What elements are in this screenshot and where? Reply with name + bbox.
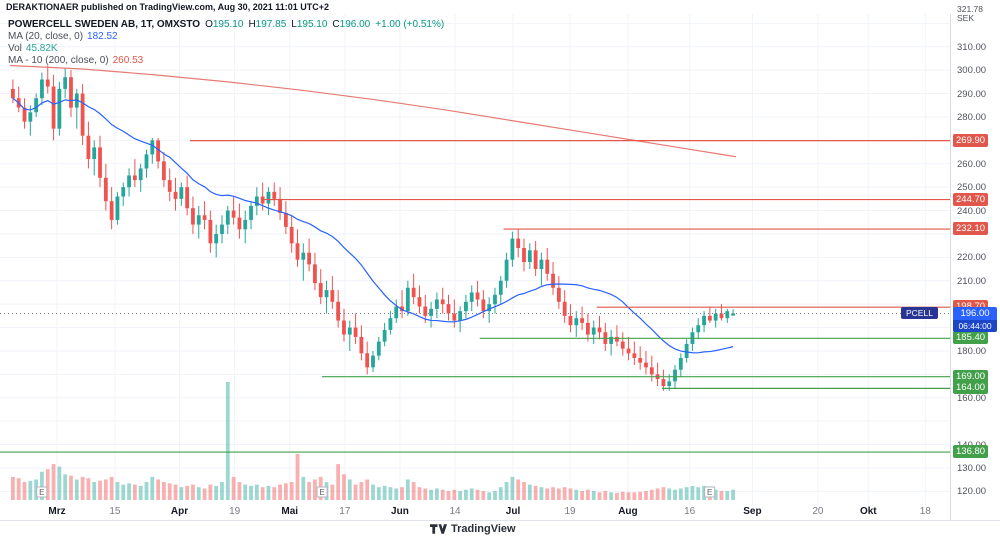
svg-text:E: E [39, 488, 44, 497]
high-label: H [248, 19, 256, 30]
volume-layer [11, 382, 735, 500]
price-tick: 210.00 [957, 275, 987, 287]
earnings-marker[interactable]: E [316, 486, 328, 498]
ma200-line[interactable] [9, 64, 737, 158]
symbol-title[interactable]: POWERCELL SWEDEN AB, 1T, OMXSTO [8, 19, 201, 30]
time-tick: 20 [812, 506, 824, 517]
time-tick: 19 [564, 506, 576, 517]
time-tick: 19 [229, 506, 241, 517]
price-tick: 130.00 [957, 462, 987, 474]
price-tick: 120.00 [957, 486, 987, 498]
ma20-row[interactable]: MA (20, close, 0) 182.52 [8, 31, 444, 43]
time-tick: 16 [684, 506, 696, 517]
vol-value: 45.82K [25, 43, 58, 54]
time-axis[interactable]: Mrz 15 Apr 19 Mai 17 Jun 14 Jul 19 Aug 16 Sep 20 Okt 18 [0, 504, 950, 520]
ma20-label: MA (20, close, 0) [8, 31, 84, 42]
tradingview-logo-icon [430, 524, 447, 534]
price-tick: 160.00 [957, 392, 987, 404]
price-tick: 290.00 [957, 88, 987, 100]
time-tick: Mai [281, 506, 299, 517]
level-price-badge: 244.70 [953, 192, 989, 206]
publisher-note: DERAKTIONAER published on TradingView.co… [6, 2, 329, 12]
time-tick: 17 [339, 506, 351, 517]
tradingview-brand: TradingView [451, 523, 516, 535]
price-tick: 280.00 [957, 111, 987, 123]
open-label: O [205, 19, 213, 30]
earnings-marker[interactable]: E [36, 486, 48, 498]
axis-currency-label: SEK [957, 13, 975, 23]
high-value: 197.85 [255, 19, 287, 30]
current-price-badge: 196.00 06:44:00 [953, 306, 997, 332]
level-price-badge: 185.40 [953, 331, 989, 345]
ma20-line[interactable] [12, 97, 734, 354]
price-tick: 300.00 [957, 65, 987, 77]
price-tick: 240.00 [957, 205, 987, 217]
low-label: L [291, 19, 297, 30]
level-price-badge: 232.10 [953, 222, 989, 236]
ma200-value: 260.53 [112, 55, 144, 66]
price-tick: 220.00 [957, 252, 987, 264]
time-tick: Okt [859, 506, 877, 517]
symbol-price-tag: PCELL [901, 306, 938, 319]
axis-scale-header: 321.78 SEK [957, 5, 983, 23]
level-price-badge: 269.90 [953, 133, 989, 147]
ma200-label: MA - 10 (200, close, 0) [8, 55, 109, 66]
vol-label: Vol [8, 43, 22, 54]
price-tick: 180.00 [957, 345, 987, 357]
time-tick: Sep [743, 506, 762, 517]
change-value: +1.00 (+0.51%) [375, 19, 445, 30]
svg-text:E: E [319, 488, 324, 497]
price-tick: 250.00 [957, 182, 987, 194]
grid-layer [0, 14, 950, 506]
open-value: 195.10 [212, 19, 244, 30]
level-price-badge: 169.00 [953, 369, 989, 383]
candles-layer [11, 65, 735, 391]
time-tick: Jul [505, 506, 521, 517]
bar-countdown: 06:44:00 [953, 319, 997, 332]
time-tick: Mrz [48, 506, 66, 517]
axis-top-value: 321.78 [957, 4, 983, 14]
symbol-row[interactable]: POWERCELL SWEDEN AB, 1T, OMXSTO O195.10 H1… [8, 19, 444, 31]
footer-bar: TradingView [0, 520, 1000, 538]
time-tick: Apr [170, 506, 189, 517]
low-value: 195.10 [296, 19, 328, 30]
close-value: 196.00 [339, 19, 371, 30]
current-price-value: 196.00 [953, 306, 997, 320]
time-tick: 14 [449, 506, 461, 517]
chart-legend: POWERCELL SWEDEN AB, 1T, OMXSTO O195.10 H1… [8, 19, 444, 67]
level-price-badge: 136.80 [953, 445, 989, 459]
time-tick: 15 [109, 506, 121, 517]
tradingview-logo[interactable]: TradingView [430, 523, 516, 535]
time-tick: Aug [618, 506, 638, 517]
earnings-marker[interactable]: E [704, 486, 716, 498]
price-axis[interactable]: 321.78 SEK 196.00 06:44:00 310.00 300.00 2… [950, 5, 1000, 520]
time-tick: Jun [391, 506, 409, 517]
volume-row[interactable]: Vol 45.82K [8, 43, 444, 55]
ma20-value: 182.52 [87, 31, 118, 42]
ma200-row[interactable]: MA - 10 (200, close, 0) 260.53 [8, 55, 444, 67]
price-tick: 260.00 [957, 158, 987, 170]
level-price-badge: 164.00 [953, 381, 989, 395]
close-label: C [332, 19, 340, 30]
time-tick: 18 [919, 506, 931, 517]
price-tick: 310.00 [957, 41, 987, 53]
svg-text:E: E [707, 488, 712, 497]
